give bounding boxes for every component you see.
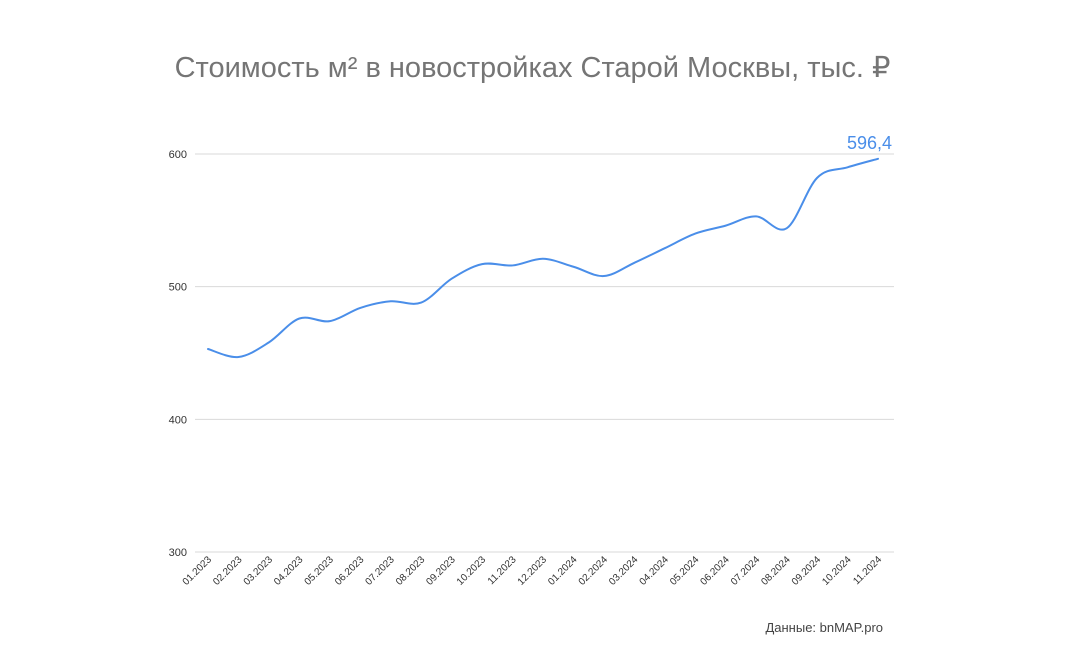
x-tick-label: 11.2023 [486,554,519,587]
x-tick-label: 03.2023 [242,554,276,588]
series-layer [207,157,879,359]
x-tick-label: 08.2024 [759,554,793,588]
x-tick-label: 02.2023 [211,554,245,588]
x-tick-label: 05.2023 [303,554,337,588]
x-axis-ticks: 01.202302.202303.202304.202305.202306.20… [181,554,885,588]
x-tick-label: 12.2023 [516,554,550,588]
chart-title: Стоимость м² в новостройках Старой Москв… [174,52,891,84]
y-tick-label: 300 [169,547,187,559]
x-tick-label: 06.2024 [699,554,733,588]
y-tick-label: 400 [169,414,187,426]
x-tick-label: 04.2024 [638,554,672,588]
x-tick-label: 07.2023 [364,554,398,588]
y-tick-label: 500 [169,282,187,294]
x-tick-label: 01.2024 [546,554,580,588]
source-note: Данные: bnMAP.pro [765,620,883,635]
annotations: 596,4 [847,133,892,153]
x-tick-label: 05.2024 [668,554,702,588]
x-tick-label: 09.2023 [424,554,458,588]
x-tick-label: 02.2024 [577,554,611,588]
x-tick-label: 10.2024 [820,554,854,588]
x-tick-label: 04.2023 [272,554,306,588]
x-tick-label: 08.2023 [394,554,428,588]
gridlines [195,153,894,553]
x-tick-label: 03.2024 [607,554,641,588]
x-tick-label: 10.2023 [455,554,489,588]
y-axis-ticks: 300 400 500 600 [169,149,187,559]
y-tick-label: 600 [169,149,187,161]
x-tick-label: 01.2023 [181,554,215,588]
x-tick-label: 09.2024 [790,554,824,588]
last-value-label: 596,4 [847,133,892,153]
x-tick-label: 06.2023 [333,554,367,588]
x-tick-label: 11.2024 [851,554,884,587]
x-tick-label: 07.2024 [729,554,763,588]
series-line [207,157,879,359]
